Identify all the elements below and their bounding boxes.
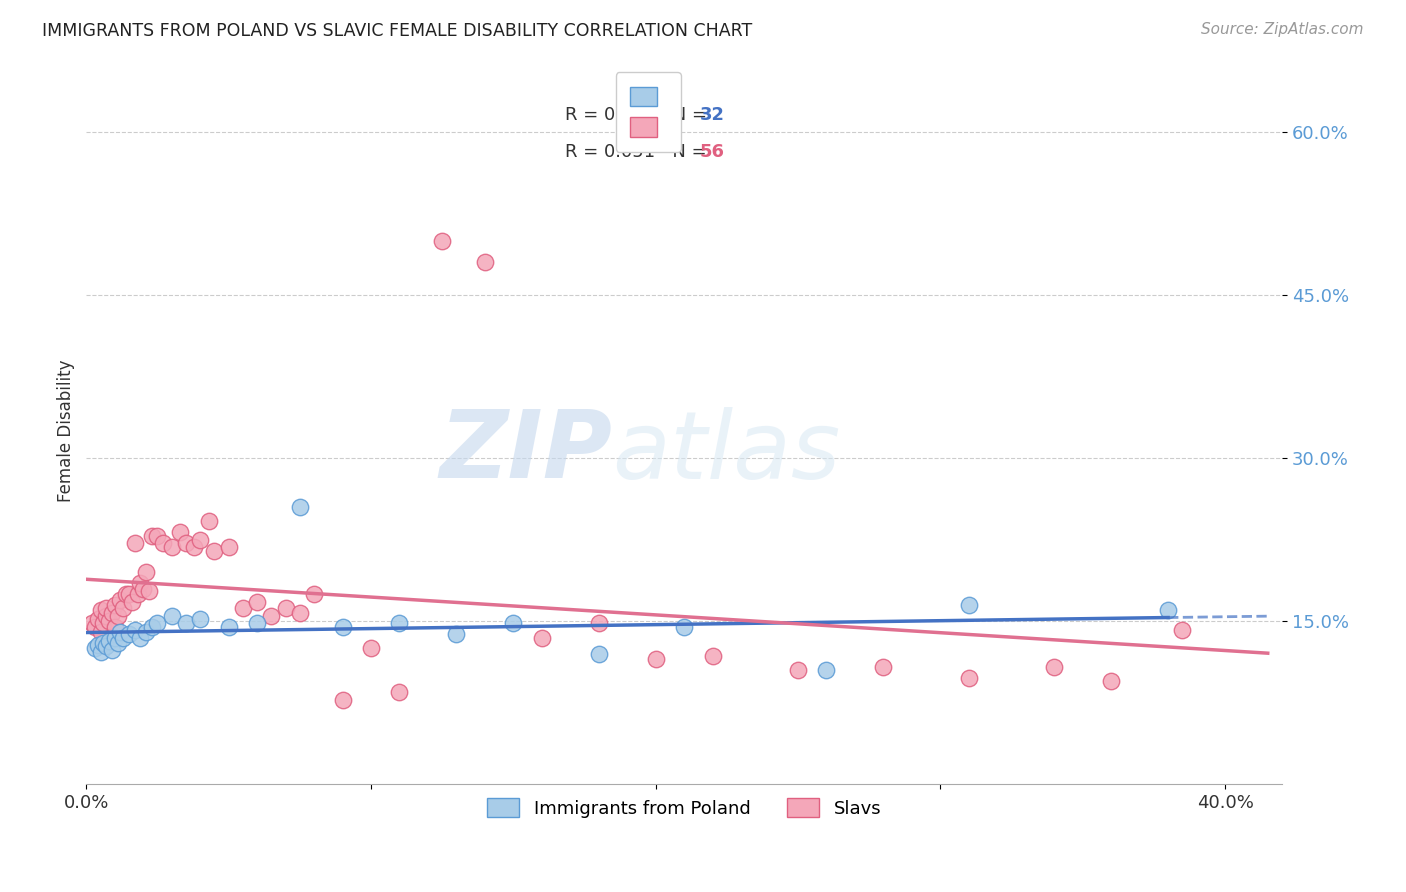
Point (332, 620, 354, 634)
Point (115, 587, 138, 601)
Point (246, 595, 269, 609)
Point (530, 631, 553, 645)
Text: 56: 56 (700, 144, 724, 161)
Point (146, 529, 169, 543)
Point (474, 255, 496, 269)
Point (104, 620, 127, 634)
Point (288, 606, 311, 620)
Point (129, 576, 152, 591)
Point (124, 623, 146, 637)
Point (1099, 674, 1122, 689)
Point (446, 627, 468, 641)
Point (1171, 623, 1194, 637)
Point (86, 638, 108, 652)
Point (89, 603, 111, 617)
Point (107, 608, 129, 623)
Point (188, 533, 211, 547)
Point (110, 592, 132, 607)
Point (174, 616, 197, 631)
Legend: Immigrants from Poland, Slavs: Immigrants from Poland, Slavs (479, 790, 889, 825)
Point (1043, 660, 1066, 674)
Point (274, 601, 297, 615)
Point (160, 608, 183, 623)
Text: ZIP: ZIP (440, 406, 613, 498)
Point (815, 663, 838, 677)
Point (101, 642, 124, 657)
Point (129, 631, 152, 645)
Point (188, 612, 211, 626)
Point (260, 608, 283, 623)
Point (98, 614, 121, 628)
Point (1157, 603, 1180, 617)
Text: 32: 32 (700, 106, 724, 124)
Point (135, 625, 157, 640)
Point (146, 616, 169, 631)
Point (89, 645, 111, 659)
Point (112, 631, 135, 645)
Point (246, 616, 269, 631)
Point (202, 543, 225, 558)
Point (302, 587, 325, 601)
Point (83, 641, 105, 656)
Point (218, 541, 240, 555)
Point (104, 598, 127, 612)
Point (183, 541, 205, 555)
Point (96, 601, 118, 615)
Point (118, 587, 141, 601)
Point (787, 663, 810, 677)
Point (360, 641, 382, 656)
Text: R = 0.051   N =: R = 0.051 N = (565, 144, 711, 161)
Point (644, 652, 666, 666)
Point (673, 620, 696, 634)
Point (96, 608, 118, 623)
Point (107, 636, 129, 650)
Point (174, 536, 197, 550)
Point (957, 671, 980, 685)
Point (197, 514, 219, 528)
Point (588, 616, 610, 631)
Point (160, 541, 183, 555)
Text: Source: ZipAtlas.com: Source: ZipAtlas.com (1201, 22, 1364, 37)
Point (152, 536, 174, 550)
Point (288, 500, 311, 514)
Point (218, 620, 240, 634)
Point (121, 595, 143, 609)
Point (110, 625, 132, 640)
Point (118, 627, 141, 641)
Point (430, 234, 453, 248)
Point (104, 631, 127, 645)
Point (388, 616, 411, 631)
Point (96, 640, 118, 654)
Point (388, 685, 411, 699)
Text: atlas: atlas (613, 407, 841, 498)
Point (232, 601, 254, 615)
Point (872, 660, 894, 674)
Point (89, 625, 111, 640)
Point (83, 620, 105, 634)
Point (135, 566, 157, 580)
Point (141, 620, 163, 634)
Point (502, 616, 524, 631)
Point (957, 598, 980, 612)
Point (138, 583, 160, 598)
Point (132, 582, 155, 596)
Text: R = 0.249   N =: R = 0.249 N = (565, 106, 713, 124)
Point (332, 692, 354, 706)
Point (169, 525, 191, 540)
Point (124, 536, 146, 550)
Point (93, 616, 115, 631)
Point (101, 606, 124, 620)
Point (141, 529, 163, 543)
Point (86, 612, 108, 626)
Y-axis label: Female Disability: Female Disability (58, 359, 75, 502)
Text: IMMIGRANTS FROM POLAND VS SLAVIC FEMALE DISABILITY CORRELATION CHART: IMMIGRANTS FROM POLAND VS SLAVIC FEMALE … (42, 22, 752, 40)
Point (112, 601, 135, 615)
Point (80, 616, 103, 631)
Point (93, 636, 115, 650)
Point (127, 587, 149, 601)
Point (588, 647, 610, 661)
Point (702, 649, 724, 664)
Point (98, 633, 121, 648)
